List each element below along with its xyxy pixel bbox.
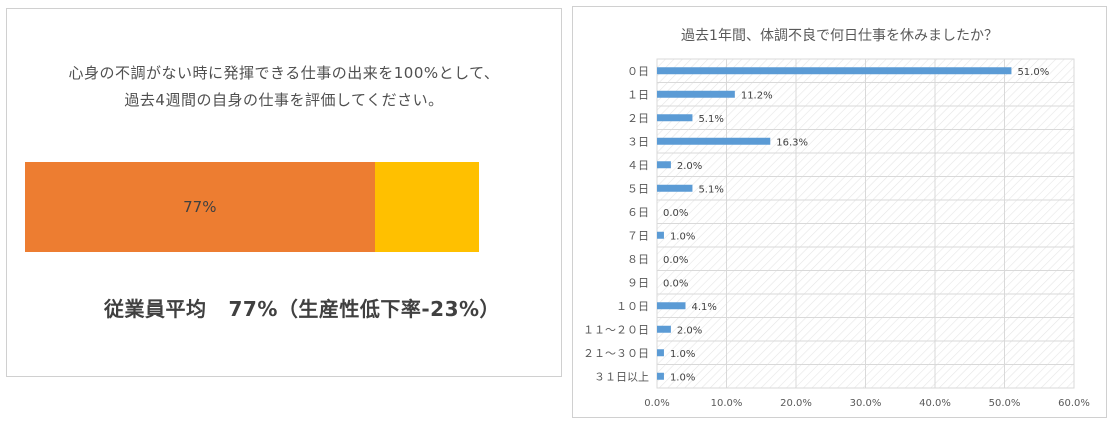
bar [657, 325, 671, 333]
question-line-2: 過去4週間の自身の仕事を評価してください。 [124, 91, 444, 109]
productivity-score-segment [25, 162, 375, 252]
value-label: 16.3% [776, 137, 808, 148]
x-tick-label: 0.0% [644, 398, 669, 409]
productivity-stacked-bar: 77% [25, 162, 479, 252]
chart-title: 過去1年間、体調不良で何日仕事を休みましたか？ [681, 28, 998, 44]
productivity-score-label: 77% [183, 198, 217, 216]
question-line-1: 心身の不調がない時に発揮できる仕事の出来を100%として、 [68, 64, 500, 82]
employee-average-summary: 従業員平均 77%（生産性低下率-23%） [104, 293, 500, 322]
category-label: ３１日以上 [594, 370, 649, 383]
bar [657, 184, 693, 192]
summary-value: 77%（生産性低下率-23%） [228, 297, 501, 321]
category-label: ４日 [627, 159, 649, 172]
bar [657, 349, 664, 357]
bar [657, 231, 664, 239]
category-label: ９日 [627, 276, 649, 289]
x-tick-label: 30.0% [850, 398, 882, 409]
bar [657, 67, 1012, 75]
value-label: 0.0% [663, 255, 688, 266]
category-label: ５日 [627, 182, 649, 195]
productivity-remainder-segment [374, 162, 479, 252]
value-label: 5.1% [698, 114, 723, 125]
bar [657, 372, 664, 380]
category-label: １０日 [616, 300, 649, 313]
value-label: 0.0% [663, 208, 688, 219]
value-label: 1.0% [670, 349, 695, 360]
x-tick-label: 40.0% [919, 398, 951, 409]
bar [657, 114, 693, 122]
value-label: 11.2% [741, 90, 773, 101]
value-label: 2.0% [677, 161, 702, 172]
summary-label: 従業員平均 [104, 297, 207, 321]
category-label: ８日 [627, 253, 649, 266]
value-label: 4.1% [691, 302, 716, 313]
x-tick-label: 60.0% [1058, 398, 1090, 409]
value-label: 2.0% [677, 325, 702, 336]
category-label: １１～２０日 [583, 323, 649, 336]
value-label: 0.0% [663, 278, 688, 289]
value-label: 5.1% [698, 184, 723, 195]
bar [657, 137, 771, 145]
bar [657, 161, 671, 169]
bar [657, 90, 735, 98]
bar [657, 302, 686, 310]
sick-days-chart-panel: 過去1年間、体調不良で何日仕事を休みましたか？ 0.0% 10.0% 20.0% 30… [572, 6, 1107, 418]
sick-days-bar-chart: 0.0% 10.0% 20.0% 30.0% 40.0% 50.0% 60.0% ０日 51.0… [583, 58, 1090, 409]
value-label: 51.0% [1017, 67, 1049, 78]
category-label: ６日 [627, 206, 649, 219]
category-label: １日 [627, 88, 649, 101]
value-label: 1.0% [670, 372, 695, 383]
productivity-panel: 心身の不調がない時に発揮できる仕事の出来を100%として、 過去4週間の自身の仕… [6, 8, 562, 377]
category-label: ２１～３０日 [583, 347, 649, 360]
x-tick-label: 50.0% [989, 398, 1021, 409]
category-label: ２日 [627, 112, 649, 125]
x-tick-label: 20.0% [780, 398, 812, 409]
value-label: 1.0% [670, 231, 695, 242]
category-label: ３日 [627, 135, 649, 148]
category-label: ０日 [627, 65, 649, 78]
category-label: ７日 [627, 229, 649, 242]
x-tick-label: 10.0% [711, 398, 743, 409]
